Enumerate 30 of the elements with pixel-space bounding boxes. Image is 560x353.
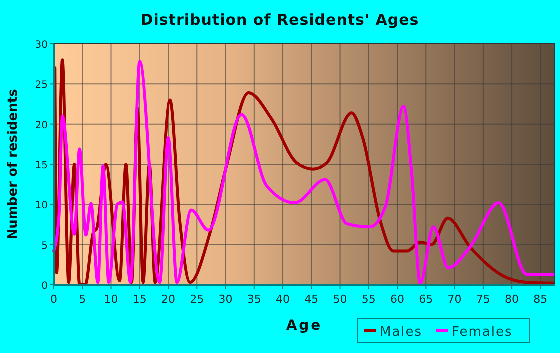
x-tick-label: 30 <box>218 293 233 306</box>
x-tick-label: 0 <box>50 293 58 306</box>
x-tick-label: 25 <box>190 293 204 306</box>
y-tick-label: 30 <box>35 40 48 51</box>
x-axis-title: Age <box>286 318 323 334</box>
x-tick-label: 35 <box>247 293 262 306</box>
x-tick-label: 50 <box>333 293 348 306</box>
x-tick-label: 45 <box>304 293 319 306</box>
y-tick-label: 5 <box>42 240 48 252</box>
x-tick-label: 10 <box>104 293 118 306</box>
y-tick-label: 15 <box>35 160 48 172</box>
y-axis-title: Number of residents <box>6 88 21 240</box>
y-tick-label: 0 <box>42 281 48 292</box>
x-tick-label: 70 <box>448 293 462 306</box>
x-tick-label: 5 <box>79 293 86 306</box>
x-tick-label: 80 <box>505 293 520 306</box>
y-tick-label: 10 <box>35 200 48 212</box>
y-tick-label: 20 <box>35 120 48 132</box>
x-tick-label: 60 <box>390 293 405 306</box>
legend-label: Females <box>452 325 513 340</box>
chart-title: Distribution of Residents' Ages <box>140 11 420 29</box>
y-tick-label: 25 <box>35 80 48 92</box>
x-tick-label: 40 <box>276 293 290 306</box>
x-tick-label: 15 <box>132 293 147 306</box>
x-tick-label: 55 <box>362 293 376 306</box>
x-tick-label: 20 <box>162 293 176 306</box>
x-tick-label: 85 <box>534 293 548 306</box>
legend-label: Males <box>380 325 423 340</box>
x-tick-label: 75 <box>476 293 490 306</box>
x-tick-label: 65 <box>419 293 434 306</box>
